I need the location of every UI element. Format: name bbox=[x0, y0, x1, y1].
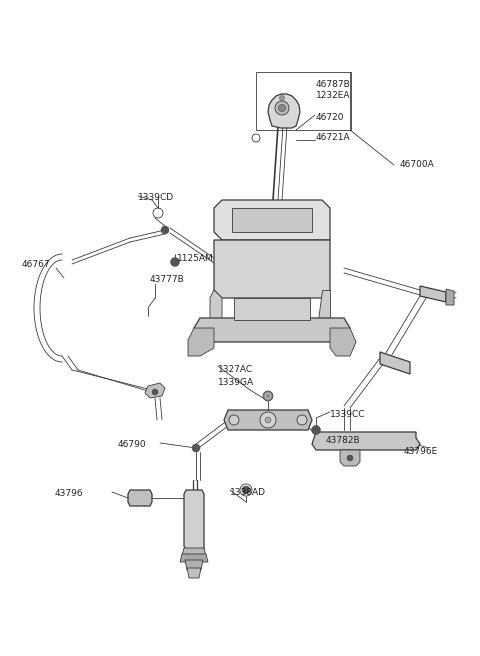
Polygon shape bbox=[185, 560, 203, 570]
Circle shape bbox=[242, 486, 250, 494]
Text: 43796E: 43796E bbox=[404, 447, 438, 456]
Polygon shape bbox=[380, 352, 410, 374]
Polygon shape bbox=[128, 490, 152, 506]
Bar bbox=[256, 72, 351, 130]
Polygon shape bbox=[318, 290, 330, 320]
Text: 46767: 46767 bbox=[22, 260, 50, 269]
Polygon shape bbox=[224, 410, 312, 430]
Text: 1339GA: 1339GA bbox=[218, 378, 254, 387]
Circle shape bbox=[152, 389, 158, 395]
Polygon shape bbox=[145, 383, 165, 398]
Circle shape bbox=[312, 426, 321, 434]
Bar bbox=[232, 208, 312, 232]
Text: 1339CC: 1339CC bbox=[330, 410, 365, 419]
Circle shape bbox=[192, 444, 200, 452]
Polygon shape bbox=[268, 94, 300, 128]
Circle shape bbox=[279, 96, 285, 100]
Polygon shape bbox=[214, 200, 330, 240]
Text: 46790: 46790 bbox=[118, 440, 146, 449]
Circle shape bbox=[265, 417, 271, 423]
Circle shape bbox=[297, 415, 307, 425]
Text: 43782B: 43782B bbox=[326, 436, 360, 445]
Polygon shape bbox=[210, 290, 222, 320]
Text: 1327AC: 1327AC bbox=[218, 365, 253, 374]
Circle shape bbox=[229, 415, 239, 425]
Circle shape bbox=[275, 101, 289, 115]
Circle shape bbox=[347, 455, 353, 461]
Polygon shape bbox=[214, 240, 330, 298]
Text: 1338AD: 1338AD bbox=[230, 488, 266, 497]
Circle shape bbox=[260, 412, 276, 428]
Text: 46720: 46720 bbox=[316, 113, 345, 122]
Polygon shape bbox=[188, 328, 214, 356]
Polygon shape bbox=[187, 568, 201, 578]
Text: 46700A: 46700A bbox=[400, 160, 435, 169]
Circle shape bbox=[263, 391, 273, 401]
Text: 43777B: 43777B bbox=[150, 275, 185, 284]
Polygon shape bbox=[446, 289, 454, 305]
Polygon shape bbox=[420, 286, 446, 302]
Polygon shape bbox=[194, 318, 350, 342]
Polygon shape bbox=[340, 450, 360, 466]
Circle shape bbox=[278, 104, 286, 112]
Polygon shape bbox=[182, 548, 206, 556]
Text: 46787B: 46787B bbox=[316, 80, 351, 89]
Text: 43796: 43796 bbox=[55, 489, 84, 498]
Text: 1125AM: 1125AM bbox=[177, 254, 214, 263]
Polygon shape bbox=[330, 328, 356, 356]
Circle shape bbox=[161, 226, 169, 234]
Text: 1232EA: 1232EA bbox=[316, 91, 350, 100]
Polygon shape bbox=[234, 298, 310, 320]
Text: 1339CD: 1339CD bbox=[138, 193, 174, 202]
Polygon shape bbox=[180, 554, 208, 562]
Polygon shape bbox=[312, 432, 420, 450]
Circle shape bbox=[170, 258, 180, 266]
Text: 46721A: 46721A bbox=[316, 133, 350, 142]
Polygon shape bbox=[184, 490, 204, 550]
